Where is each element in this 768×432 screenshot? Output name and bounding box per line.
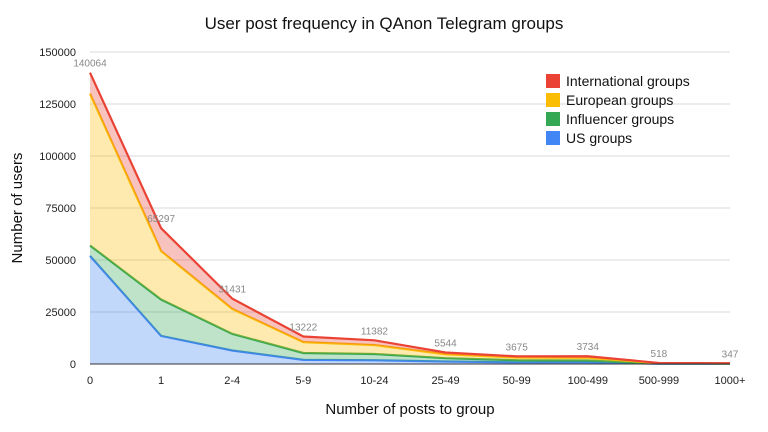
- data-label: 3734: [577, 342, 600, 353]
- x-tick-label: 2-4: [224, 375, 240, 387]
- legend-label: European groups: [566, 92, 673, 108]
- x-tick-label: 500-999: [639, 375, 679, 387]
- x-tick-label: 0: [87, 375, 93, 387]
- data-label: 3675: [506, 342, 529, 353]
- x-axis-ticks: 0 1 2-4 5-9 10-24 25-49 50-99 100-499 500-999 100…: [87, 375, 746, 387]
- total-annotations: 140064 65297 31431 13222 11382 5544 3675 3734 51…: [73, 59, 738, 361]
- x-axis-title: Number of posts to group: [325, 401, 494, 418]
- x-tick-label: 5-9: [295, 375, 311, 387]
- data-label: 65297: [147, 214, 175, 225]
- x-tick-label: 100-499: [568, 375, 608, 387]
- y-axis-title: Number of users: [9, 153, 26, 264]
- area-fill-us-groups: [90, 255, 730, 364]
- y-tick-label: 75000: [45, 203, 76, 215]
- area-line-influencer-groups: [89, 244, 731, 365]
- data-label: 11382: [361, 326, 389, 337]
- x-tick-label: 50-99: [503, 375, 531, 387]
- area-series: [88, 72, 731, 365]
- x-tick-label: 25-49: [431, 375, 459, 387]
- y-tick-label: 125000: [39, 99, 76, 111]
- y-axis-ticks: 0 25000 50000 75000 100000 125000 150000: [39, 47, 76, 371]
- legend: International groups European groups Influ…: [546, 73, 690, 146]
- y-tick-label: 100000: [39, 151, 76, 163]
- y-tick-label: 50000: [45, 255, 76, 267]
- legend-swatch: [546, 131, 560, 145]
- x-tick-label: 10-24: [360, 375, 388, 387]
- legend-swatch: [546, 112, 560, 126]
- data-label: 13222: [289, 322, 317, 333]
- chart-title: User post frequency in QAnon Telegram gr…: [204, 14, 564, 33]
- legend-label: Influencer groups: [566, 111, 674, 127]
- data-label: 518: [651, 349, 668, 360]
- area-line-international-groups: [88, 72, 731, 365]
- legend-label: US groups: [566, 130, 632, 146]
- y-tick-label: 150000: [39, 47, 76, 59]
- legend-swatch: [546, 93, 560, 107]
- data-label: 347: [722, 349, 739, 360]
- legend-label: International groups: [566, 73, 690, 89]
- data-label: 31431: [218, 285, 246, 296]
- legend-swatch: [546, 74, 560, 88]
- data-label: 5544: [434, 338, 457, 349]
- data-label: 140064: [73, 59, 107, 70]
- y-tick-label: 25000: [45, 307, 76, 319]
- x-tick-label: 1: [158, 375, 164, 387]
- y-tick-label: 0: [70, 359, 76, 371]
- x-tick-label: 1000+: [715, 375, 746, 387]
